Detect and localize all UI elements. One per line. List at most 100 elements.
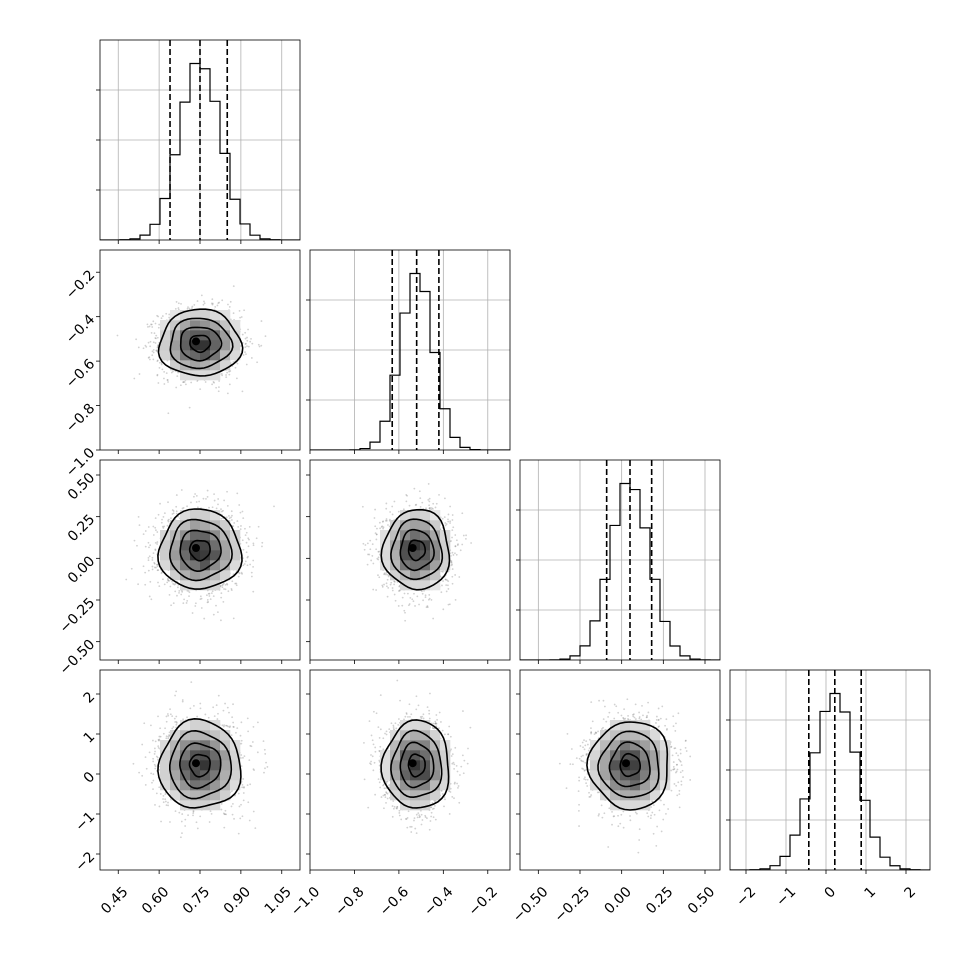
- sample-point: [244, 343, 247, 345]
- sample-point: [226, 371, 229, 374]
- sample-point: [401, 596, 404, 599]
- sample-point: [236, 520, 239, 522]
- sample-point: [220, 592, 223, 595]
- sample-point: [147, 569, 150, 572]
- sample-point: [249, 340, 252, 343]
- sample-point: [393, 580, 396, 583]
- sample-point: [155, 337, 157, 340]
- sample-point: [188, 406, 191, 409]
- sample-point: [393, 583, 396, 586]
- sample-point: [194, 493, 196, 495]
- sample-point: [172, 510, 175, 512]
- sample-point: [375, 533, 378, 536]
- sample-point: [210, 302, 213, 305]
- density-cell: [180, 340, 191, 351]
- sample-point: [244, 560, 247, 563]
- sample-point: [147, 341, 150, 344]
- sample-point: [442, 608, 445, 611]
- density-cell: [200, 340, 211, 351]
- sample-point: [416, 595, 419, 598]
- sample-point: [446, 584, 449, 587]
- sample-point: [245, 353, 247, 356]
- sample-point: [174, 582, 177, 585]
- sample-point: [175, 301, 178, 303]
- sample-point: [207, 592, 210, 595]
- sample-point: [154, 526, 157, 529]
- panel-content: [361, 483, 473, 622]
- sample-point: [178, 591, 180, 594]
- sample-point: [216, 304, 219, 307]
- sample-point: [444, 578, 447, 581]
- sample-point: [430, 599, 433, 601]
- sample-point: [377, 556, 380, 559]
- sample-point: [154, 541, 157, 544]
- sample-point: [206, 594, 208, 597]
- sample-point: [397, 590, 400, 592]
- sample-point: [181, 507, 184, 510]
- panel-content: [125, 489, 275, 622]
- sample-point: [147, 526, 150, 528]
- sample-point: [156, 314, 159, 317]
- density-cell: [210, 310, 221, 321]
- sample-point: [196, 506, 199, 509]
- sample-point: [150, 331, 153, 334]
- sample-point: [406, 494, 408, 497]
- sample-point: [206, 601, 209, 604]
- sample-point: [209, 598, 212, 601]
- density-cell: [220, 560, 231, 571]
- sample-point: [199, 598, 202, 601]
- sample-point: [245, 541, 248, 544]
- sample-point: [226, 582, 228, 585]
- y-tick-label: −0.6: [63, 356, 98, 391]
- density-cell: [180, 320, 191, 331]
- sample-point: [444, 497, 446, 500]
- sample-point: [251, 342, 254, 345]
- sample-point: [154, 549, 157, 552]
- sample-point: [175, 512, 178, 515]
- density-cell: [190, 530, 201, 541]
- sample-point: [220, 510, 223, 513]
- sample-point: [244, 346, 247, 349]
- density-cell: [220, 520, 231, 531]
- contour-level-1: [179, 326, 223, 362]
- sample-point: [151, 556, 154, 559]
- sample-point: [212, 595, 215, 598]
- sample-point: [218, 386, 220, 388]
- sample-point: [154, 548, 157, 551]
- sample-point: [464, 537, 467, 540]
- sample-point: [163, 525, 166, 528]
- sample-point: [156, 563, 158, 566]
- sample-point: [211, 590, 214, 593]
- sample-point: [366, 542, 369, 545]
- sample-point: [181, 590, 184, 593]
- sample-point: [158, 585, 161, 588]
- sample-point: [211, 506, 214, 509]
- sample-point: [221, 584, 224, 587]
- sample-point: [248, 538, 250, 541]
- sample-point: [242, 517, 245, 519]
- sample-point: [232, 312, 235, 315]
- sample-point: [198, 500, 201, 503]
- sample-point: [158, 323, 161, 326]
- sample-point: [188, 591, 191, 594]
- sample-point: [226, 392, 229, 395]
- sample-point: [165, 312, 168, 315]
- sample-point: [456, 544, 459, 547]
- hist-panel-1: [306, 249, 511, 454]
- sample-point: [247, 545, 250, 548]
- sample-point: [429, 506, 431, 509]
- sample-point: [222, 583, 224, 586]
- sample-point: [142, 565, 145, 568]
- sample-point: [182, 381, 185, 384]
- sample-point: [172, 582, 175, 585]
- sample-point: [157, 382, 160, 384]
- density-cell: [200, 570, 211, 581]
- sample-point: [241, 333, 244, 336]
- y-tick-label: −0.50: [57, 637, 99, 679]
- sample-point: [156, 541, 159, 543]
- sample-point: [405, 500, 408, 503]
- sample-point: [167, 579, 170, 582]
- density-cell: [210, 360, 221, 371]
- density-cell: [180, 540, 191, 551]
- sample-point: [215, 507, 218, 510]
